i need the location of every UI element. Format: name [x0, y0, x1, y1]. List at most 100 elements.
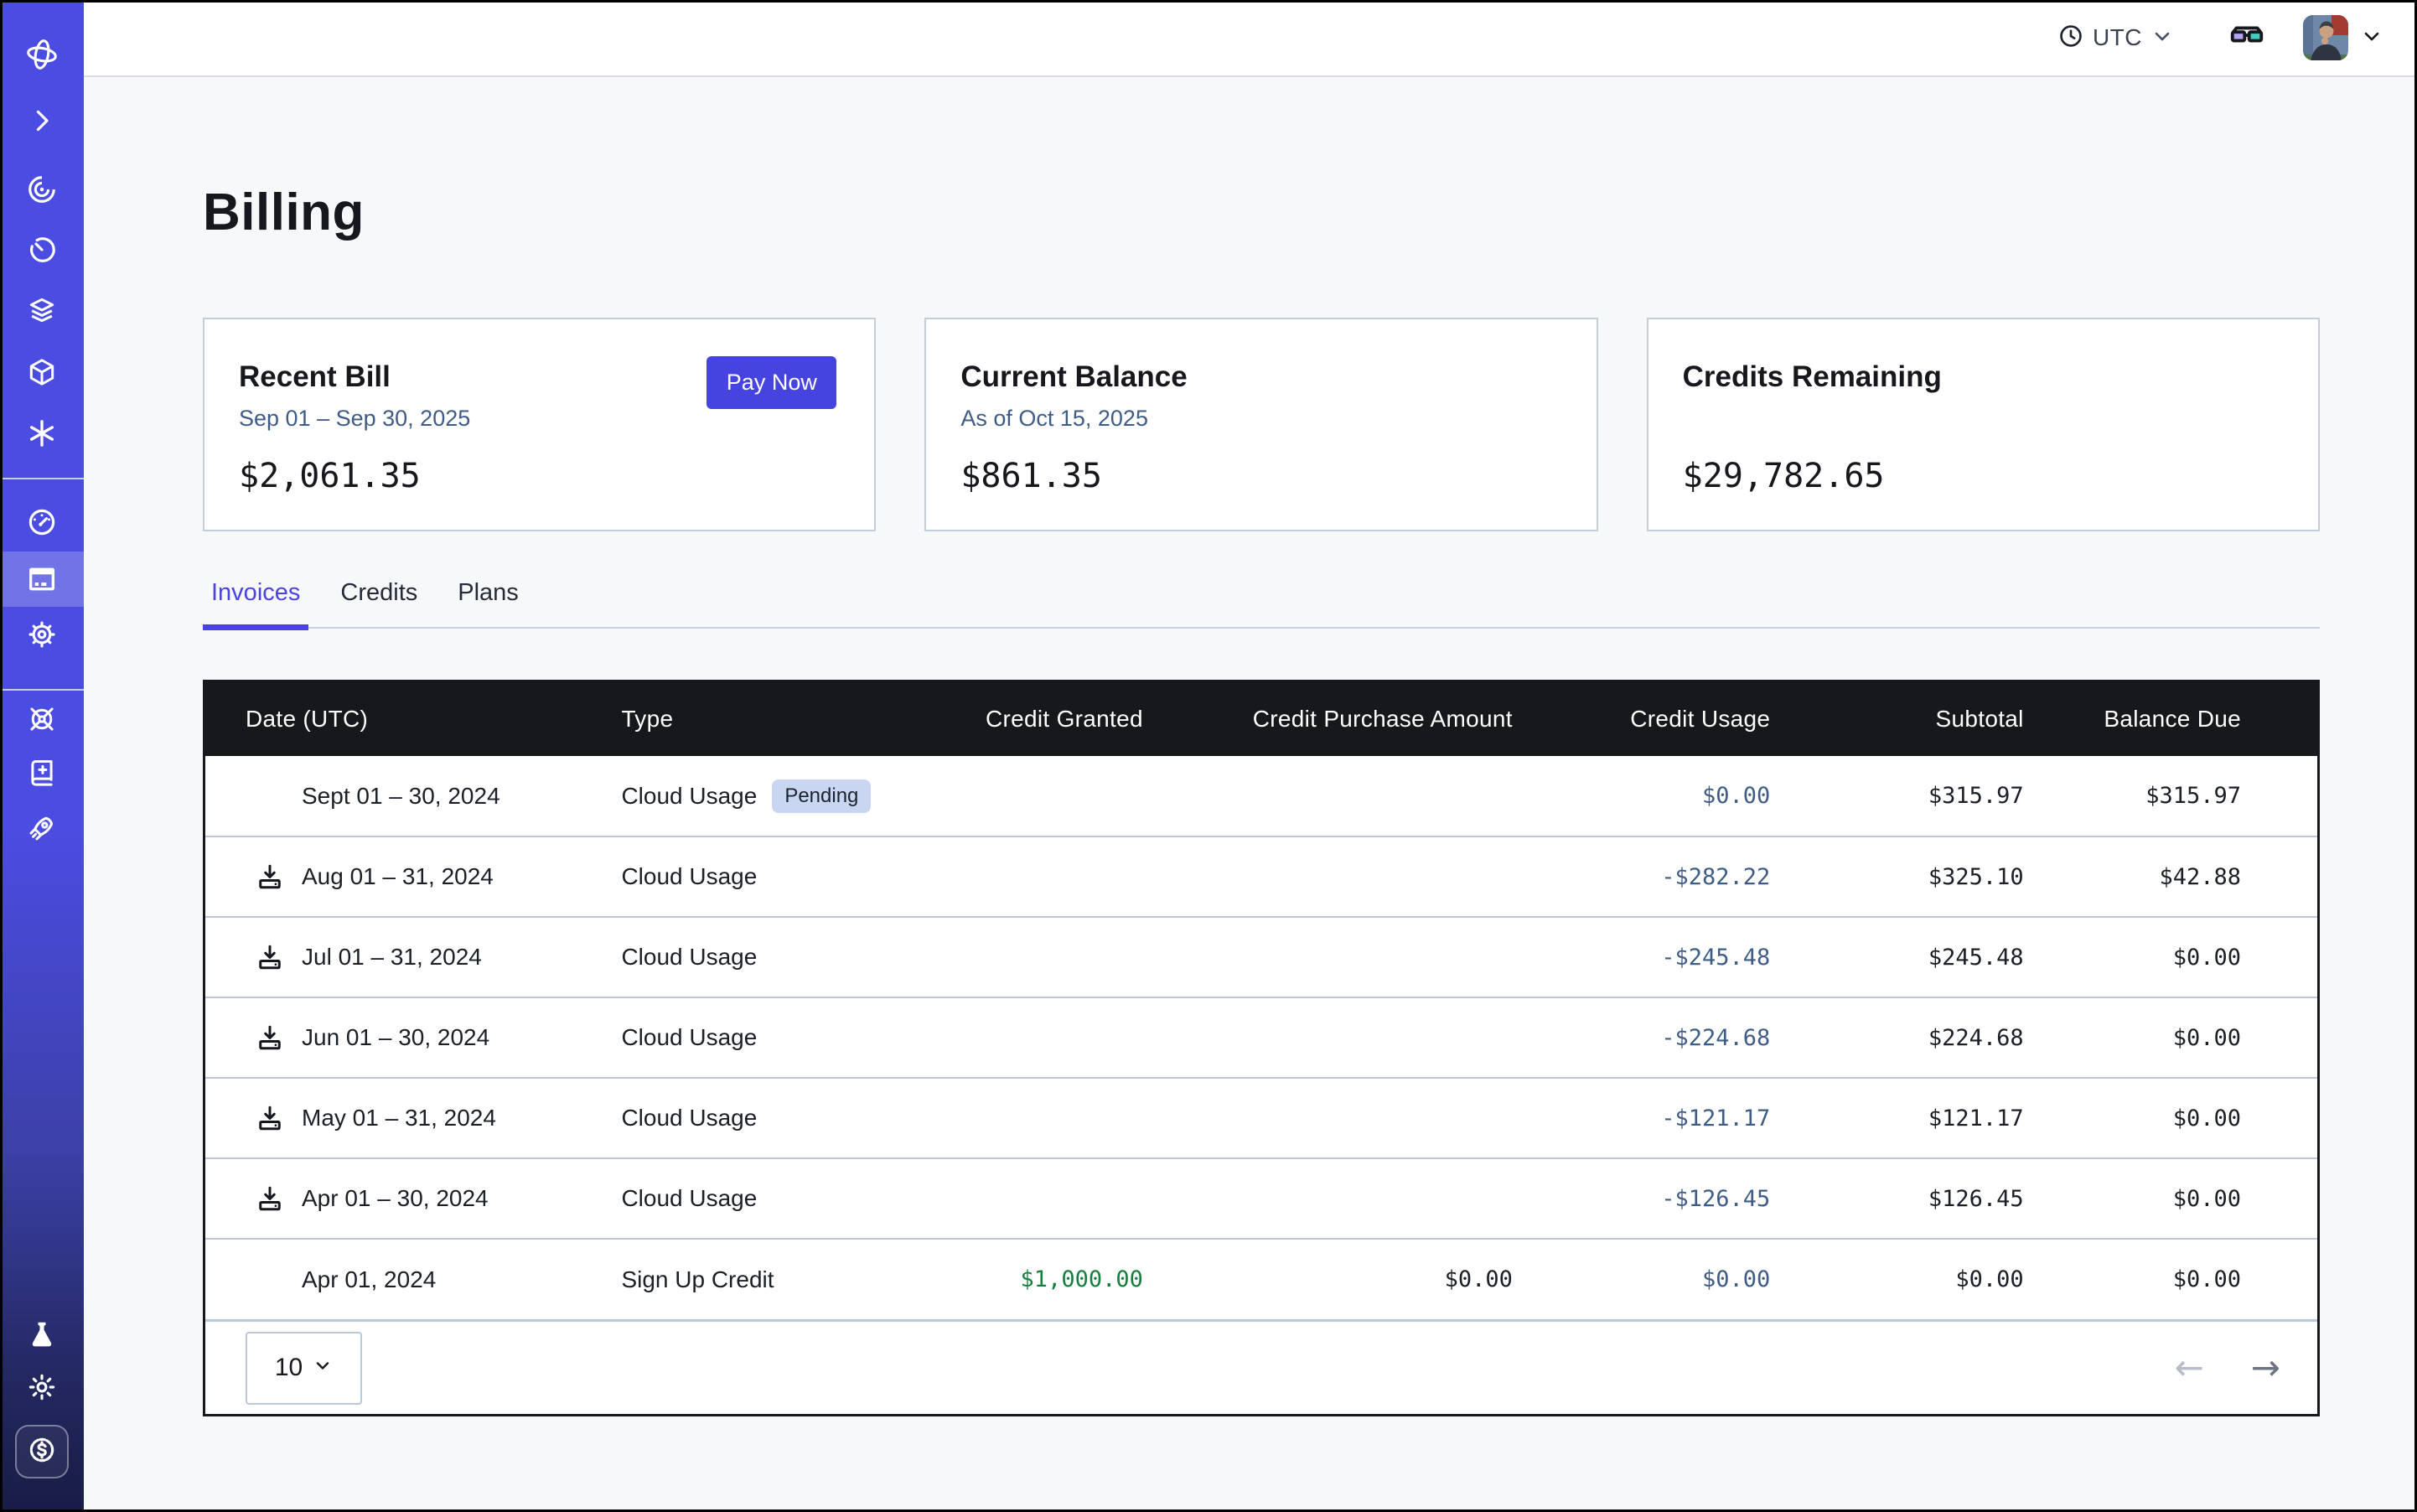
tab-invoices[interactable]: Invoices — [203, 579, 308, 627]
pay-now-button[interactable]: Pay Now — [706, 356, 836, 409]
billing-period: Sep 01 – Sep 30, 2025 — [239, 406, 836, 432]
table-row: Aug 01 – 31, 2024 Cloud Usage -$282.22 $… — [205, 836, 2317, 917]
sidebar-item-docs[interactable] — [0, 745, 84, 800]
sidebar-item-theme-toggle[interactable] — [0, 1359, 84, 1415]
credit-purchase-value — [1143, 756, 1513, 836]
helm-wheel-icon — [26, 703, 58, 735]
rocket-icon — [26, 812, 58, 844]
invoice-date: Jul 01 – 31, 2024 — [302, 944, 482, 971]
balance-due-value: $0.00 — [2024, 1158, 2317, 1239]
gauge-icon — [26, 506, 58, 538]
sidebar — [0, 0, 84, 1512]
column-header-date: Date (UTC) — [205, 682, 621, 756]
sidebar-item-observe[interactable] — [0, 162, 84, 217]
column-header-type: Type — [621, 682, 881, 756]
sidebar-item-credits-promo[interactable] — [15, 1425, 69, 1478]
sidebar-item-layers[interactable] — [0, 282, 84, 338]
invoice-type: Cloud Usage — [621, 1158, 881, 1239]
credit-granted-value — [881, 836, 1142, 917]
credit-purchase-value: $0.00 — [1143, 1239, 1513, 1319]
credit-granted-value: $1,000.00 — [881, 1239, 1142, 1319]
credit-usage-value: -$282.22 — [1513, 836, 1770, 917]
main-content: Billing Recent Bill Sep 01 – Sep 30, 202… — [84, 77, 2417, 1512]
sidebar-item-settings[interactable] — [0, 607, 84, 662]
timezone-selector[interactable]: UTC — [2057, 23, 2174, 54]
tab-plans[interactable]: Plans — [449, 579, 527, 627]
download-invoice-button[interactable] — [255, 862, 285, 892]
card-title: Current Balance — [960, 360, 1558, 394]
app-logo-icon — [23, 35, 61, 74]
invoice-date: Jun 01 – 30, 2024 — [302, 1024, 489, 1051]
balance-due-value: $0.00 — [2024, 917, 2317, 997]
gear-icon — [26, 619, 58, 650]
current-balance-amount: $861.35 — [960, 457, 1102, 495]
subtotal-value: $325.10 — [1770, 836, 2023, 917]
balance-due-value: $42.88 — [2024, 836, 2317, 917]
credit-granted-value — [881, 997, 1142, 1078]
layers-icon — [26, 294, 58, 326]
sidebar-item-kubernetes[interactable] — [0, 691, 84, 747]
invoice-type: Cloud Usage — [621, 917, 881, 997]
sidebar-item-services[interactable] — [0, 406, 84, 461]
download-invoice-button[interactable] — [255, 1183, 285, 1214]
invoice-date: Sept 01 – 30, 2024 — [302, 783, 500, 810]
credit-purchase-value — [1143, 1078, 1513, 1158]
balance-as-of: As of Oct 15, 2025 — [960, 406, 1558, 432]
invoice-type: Sign Up Credit — [621, 1239, 881, 1319]
chevron-down-icon — [313, 1354, 333, 1382]
table-pagination: 10 ← → — [205, 1319, 2317, 1414]
invoice-date: Aug 01 – 31, 2024 — [302, 863, 494, 890]
invoice-date: Apr 01, 2024 — [302, 1266, 436, 1293]
page-size-select[interactable]: 10 — [246, 1332, 362, 1405]
invoice-type: Cloud Usage — [621, 1078, 881, 1158]
card-title: Credits Remaining — [1683, 360, 2280, 394]
summary-cards: Recent Bill Sep 01 – Sep 30, 2025 $2,061… — [203, 318, 2320, 531]
sidebar-item-billing[interactable] — [0, 551, 84, 607]
sidebar-item-timer[interactable] — [0, 222, 84, 277]
subtotal-value: $245.48 — [1770, 917, 2023, 997]
current-balance-card: Current Balance As of Oct 15, 2025 $861.… — [924, 318, 1597, 531]
table-body: Sept 01 – 30, 2024 Cloud UsagePending $0… — [205, 756, 2317, 1319]
sidebar-item-expand[interactable] — [0, 93, 84, 148]
credit-usage-value: $0.00 — [1513, 756, 1770, 836]
dollar-badge-icon — [25, 1433, 59, 1471]
recent-bill-card: Recent Bill Sep 01 – Sep 30, 2025 $2,061… — [203, 318, 876, 531]
download-invoice-button[interactable] — [255, 1023, 285, 1053]
timezone-label: UTC — [2093, 24, 2142, 51]
download-invoice-button[interactable] — [255, 942, 285, 972]
subtotal-value: $0.00 — [1770, 1239, 2023, 1319]
download-invoice-button[interactable] — [255, 1103, 285, 1133]
credit-granted-value — [881, 1158, 1142, 1239]
subtotal-value: $126.45 — [1770, 1158, 2023, 1239]
tab-credits[interactable]: Credits — [332, 579, 426, 627]
sidebar-item-labs[interactable] — [0, 1307, 84, 1362]
table-row: May 01 – 31, 2024 Cloud Usage -$121.17 $… — [205, 1078, 2317, 1158]
credit-purchase-value — [1143, 917, 1513, 997]
sun-icon — [26, 1371, 58, 1403]
top-header: UTC — [84, 0, 2417, 77]
account-menu-button[interactable] — [2360, 24, 2383, 52]
invoices-table: Date (UTC) Type Credit Granted Credit Pu… — [203, 680, 2320, 1416]
asterisk-icon — [26, 417, 58, 449]
credit-usage-value: -$121.17 — [1513, 1078, 1770, 1158]
timer-dial-icon — [26, 234, 58, 266]
demo-glasses-button[interactable] — [2228, 17, 2266, 60]
sidebar-item-launch[interactable] — [0, 800, 84, 856]
credit-purchase-value — [1143, 997, 1513, 1078]
flask-icon — [27, 1319, 57, 1349]
sidebar-divider — [0, 689, 84, 691]
table-row: Apr 01, 2024 Sign Up Credit $1,000.00 $0… — [205, 1239, 2317, 1319]
balance-due-value: $0.00 — [2024, 1239, 2317, 1319]
next-page-button[interactable]: → — [2251, 1350, 2280, 1385]
table-row: Jun 01 – 30, 2024 Cloud Usage -$224.68 $… — [205, 997, 2317, 1078]
sidebar-item-logo[interactable] — [0, 27, 84, 82]
pager-arrows: ← → — [2175, 1350, 2280, 1385]
previous-page-button[interactable]: ← — [2175, 1350, 2204, 1385]
sidebar-item-usage[interactable] — [0, 495, 84, 550]
avatar[interactable] — [2303, 15, 2348, 60]
chevron-down-icon — [2360, 24, 2383, 52]
balance-due-value: $0.00 — [2024, 997, 2317, 1078]
spiral-eye-icon — [26, 173, 58, 205]
recent-bill-amount: $2,061.35 — [239, 457, 421, 495]
sidebar-item-compute[interactable] — [0, 344, 84, 400]
